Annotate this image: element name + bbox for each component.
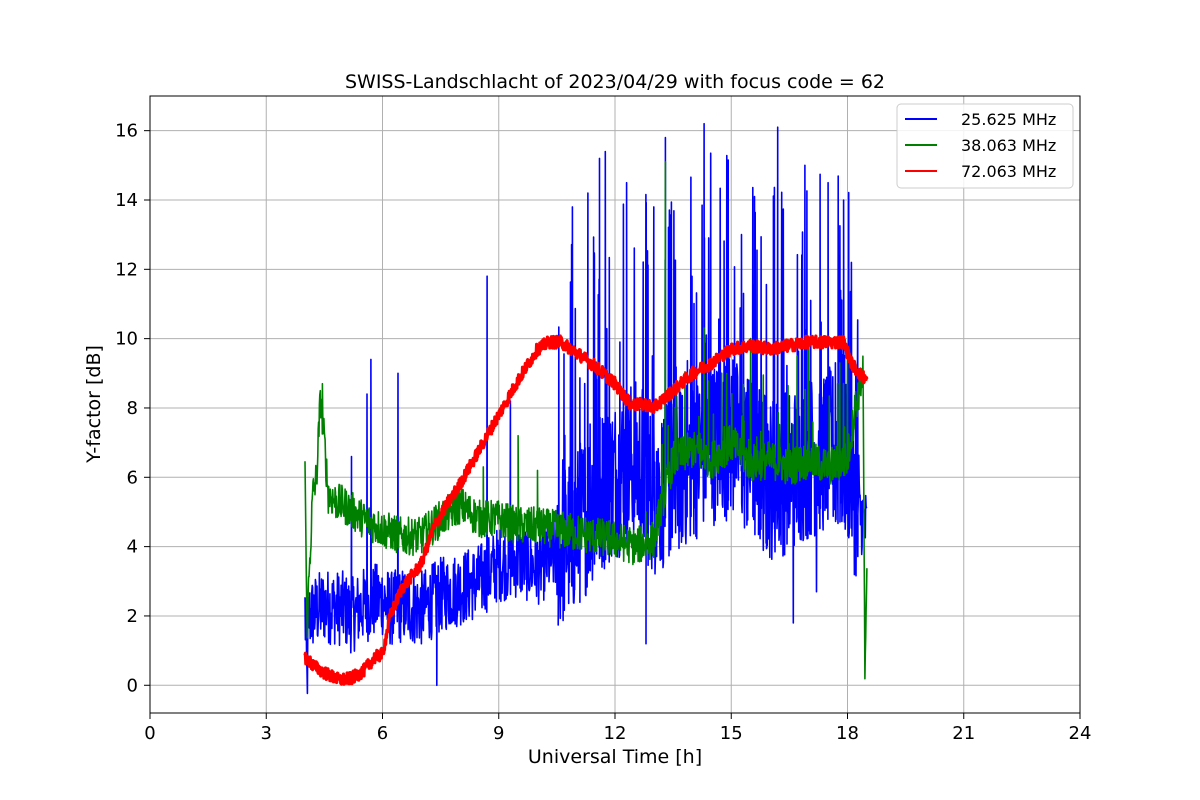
chart-title: SWISS-Landschlacht of 2023/04/29 with fo… (345, 71, 885, 93)
y-tick-label: 8 (127, 398, 138, 419)
y-tick-label: 4 (127, 537, 138, 558)
x-tick-label: 9 (493, 723, 504, 744)
y-tick-label: 10 (115, 329, 138, 350)
legend: 25.625 MHz 38.063 MHz 72.063 MHz (896, 103, 1074, 189)
x-tick-label: 0 (144, 723, 155, 744)
x-tick-label: 3 (261, 723, 272, 744)
y-tick-label: 6 (127, 467, 138, 488)
x-tick-label: 24 (1069, 723, 1092, 744)
y-tick-label: 0 (127, 675, 138, 696)
y-tick-label: 2 (127, 606, 138, 627)
x-tick-label: 21 (952, 723, 975, 744)
y-tick-label: 14 (115, 190, 138, 211)
legend-box (896, 103, 1074, 189)
y-tick-label: 12 (115, 259, 138, 280)
y-tick-label: 16 (115, 121, 138, 142)
series-line (303, 334, 869, 686)
x-axis-label: Universal Time [h] (528, 746, 702, 768)
x-tick-label: 18 (836, 723, 859, 744)
x-tick-label: 6 (377, 723, 388, 744)
legend-label: 72.063 MHz (961, 162, 1056, 181)
legend-label: 38.063 MHz (961, 136, 1056, 155)
x-tick-label: 15 (720, 723, 743, 744)
x-tick-label: 12 (604, 723, 627, 744)
series-layer (303, 122, 869, 695)
series-line (304, 161, 868, 680)
y-axis-label: Y-factor [dB] (83, 345, 105, 464)
series-line (304, 122, 868, 695)
legend-label: 25.625 MHz (961, 110, 1056, 129)
